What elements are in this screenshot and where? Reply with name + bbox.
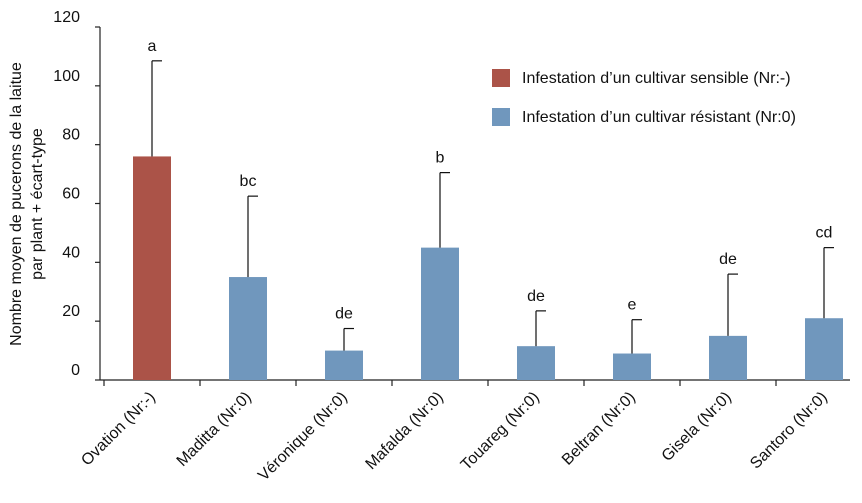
y-axis-label-line: Nombre moyen de pucerons de la laitue	[8, 62, 25, 346]
x-tick-label: Gisela (Nr:0)	[659, 389, 735, 465]
significance-letter: de	[335, 306, 353, 323]
significance-letter: de	[527, 288, 545, 305]
legend-swatch	[492, 69, 510, 87]
y-tick-label: 60	[62, 186, 80, 203]
legend: Infestation d’un cultivar sensible (Nr:-…	[492, 69, 796, 126]
y-tick-label: 20	[62, 303, 80, 320]
bar	[517, 346, 555, 380]
axes: 0 20 40 60 80 100 120	[53, 9, 850, 386]
x-tick-label: Touareg (Nr:0)	[458, 389, 543, 474]
bar	[133, 156, 171, 380]
bar	[421, 247, 459, 380]
legend-label: Infestation d’un cultivar sensible (Nr:-…	[522, 70, 791, 87]
x-tick-label: Santoro (Nr:0)	[747, 389, 831, 473]
bar	[709, 335, 747, 380]
significance-letter: a	[148, 38, 157, 55]
significance-letter: e	[628, 297, 637, 314]
bar	[325, 350, 363, 380]
y-tick-label: 40	[62, 244, 80, 261]
x-tick-label: Ovation (Nr:-)	[78, 389, 159, 470]
y-tick-label: 100	[53, 68, 80, 85]
y-axis-label: Nombre moyen de pucerons de la laitue par…	[8, 62, 46, 346]
x-tick-label: Maditta (Nr:0)	[174, 389, 255, 470]
bar	[805, 318, 843, 380]
significance-letters: a bc de b de e de cd	[148, 38, 833, 323]
legend-label: Infestation d’un cultivar résistant (Nr:…	[522, 109, 796, 126]
y-tick-label: 120	[53, 9, 80, 26]
x-tick-labels: Ovation (Nr:-) Maditta (Nr:0) Véronique (N…	[78, 389, 831, 485]
bars	[133, 156, 843, 380]
x-tick-label: Beltran (Nr:0)	[559, 389, 639, 469]
error-bars	[151, 60, 834, 354]
significance-letter: cd	[816, 225, 833, 242]
bar	[229, 277, 267, 380]
y-tick-label: 0	[71, 362, 80, 379]
x-tick-label: Mafalda (Nr:0)	[363, 389, 447, 473]
y-tick-label: 80	[62, 127, 80, 144]
legend-swatch	[492, 108, 510, 126]
significance-letter: b	[436, 150, 445, 167]
significance-letter: de	[719, 251, 737, 268]
significance-letter: bc	[240, 173, 257, 190]
bar	[613, 353, 651, 380]
x-tick-label: Véronique (Nr:0)	[255, 389, 351, 485]
y-axis-label-line: par plant + écart-type	[29, 128, 46, 280]
